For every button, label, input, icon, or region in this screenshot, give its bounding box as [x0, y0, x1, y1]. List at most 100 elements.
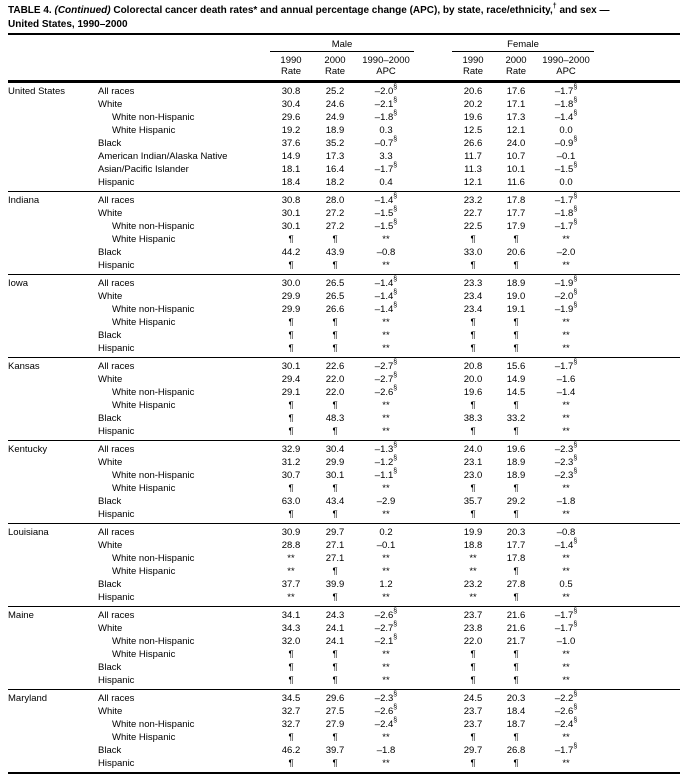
rate-cell: 29.6: [325, 693, 345, 704]
significance-marker: §: [573, 136, 578, 144]
column-spacer: [414, 82, 452, 99]
table-row: Maryland All races 34.5 29.6 –2.3§ 24.5 20.3 –2…: [8, 690, 680, 706]
title-text-c: and sex —: [556, 5, 610, 16]
race-label: White non-Hispanic: [112, 553, 195, 564]
column-spacer: [414, 303, 452, 316]
rate-cell: ¶: [312, 508, 358, 524]
apc-cell: –1.8: [556, 496, 576, 507]
rate-cell: 23.7: [463, 706, 483, 717]
rate-cell: 26.8: [506, 745, 526, 756]
apc-cell: –1.8: [376, 745, 396, 756]
group-header-row: Male Female: [8, 34, 680, 52]
rate-cell: 23.4: [463, 304, 483, 315]
significance-marker: §: [393, 717, 398, 725]
significance-marker: §: [393, 276, 398, 284]
rate-cell: ¶: [332, 400, 338, 411]
data-table: Male Female 1990 Rate 2000 Rate 1990–2000 A…: [8, 33, 681, 774]
apc-cell: **: [382, 330, 390, 341]
apc-cell: 3.3: [379, 151, 393, 162]
rate-cell: 28.0: [325, 195, 345, 206]
rate-cell: ¶: [288, 662, 294, 673]
apc-cell: –2.0§: [374, 84, 398, 97]
row-filler: [594, 495, 680, 508]
state-label: [8, 718, 98, 731]
state-label: [8, 163, 98, 176]
rate-cell: 39.9: [325, 579, 345, 590]
significance-marker: §: [393, 206, 398, 214]
significance-marker: §: [393, 385, 398, 393]
rate-cell: 29.2: [506, 496, 526, 507]
rate-cell: 17.3: [506, 112, 526, 123]
significance-marker: §: [573, 455, 578, 463]
header-gap: [414, 34, 452, 52]
apc-cell: –1.0: [556, 636, 576, 647]
state-label: [8, 495, 98, 508]
rate-cell: ¶: [332, 330, 338, 341]
col-header-line: Rate: [505, 66, 527, 77]
apc-cell: –1.4§: [374, 193, 398, 206]
apc-cell: –1.9§: [554, 276, 578, 289]
apc-cell: –2.4§: [374, 717, 398, 730]
rate-cell: 17.8: [506, 195, 526, 206]
race-label: All races: [98, 693, 135, 704]
rate-cell: 27.1: [325, 540, 345, 551]
column-spacer: [414, 290, 452, 303]
column-spacer: [414, 607, 452, 623]
apc-cell: **: [562, 413, 570, 424]
rate-cell: 32.9: [281, 444, 301, 455]
state-label: [8, 674, 98, 690]
column-spacer: [414, 259, 453, 275]
row-filler: [594, 482, 680, 495]
state-label: Maryland: [8, 693, 48, 704]
apc-cell: 0.0: [559, 125, 573, 136]
column-spacer: [414, 233, 452, 246]
row-filler: [594, 290, 680, 303]
row-filler: [594, 622, 680, 635]
rate-cell: 24.9: [325, 112, 345, 123]
row-filler: [594, 82, 680, 99]
race-label: White: [98, 208, 123, 219]
rate-cell: ¶: [332, 732, 338, 743]
row-filler: [594, 233, 680, 246]
rate-cell: 24.3: [325, 610, 345, 621]
state-section: Indiana All races 30.8 28.0 –1.4§ 23.2 17.8 –1.…: [8, 192, 681, 275]
row-filler: [594, 386, 680, 399]
state-label: [8, 622, 98, 635]
rate-cell: 20.6: [506, 247, 526, 258]
state-label: United States: [8, 86, 66, 97]
rate-cell: 43.9: [325, 247, 345, 258]
rate-cell: 46.2: [281, 745, 301, 756]
rate-cell: 24.1: [325, 623, 345, 634]
significance-marker: §: [393, 634, 398, 642]
rate-cell: 20.3: [506, 693, 526, 704]
col-header-line: 1990: [462, 55, 484, 66]
state-section: Kentucky All races 32.9 30.4 –1.3§ 24.0 19.6 –2…: [8, 441, 681, 524]
rate-cell: ¶: [332, 662, 338, 673]
rate-cell: 21.7: [506, 636, 526, 647]
header-gap: [414, 51, 453, 83]
rate-cell: 29.1: [281, 387, 301, 398]
row-filler: [594, 259, 681, 275]
column-spacer: [414, 705, 452, 718]
rate-cell: ¶: [513, 234, 519, 245]
row-filler: [594, 342, 681, 358]
significance-marker: §: [393, 704, 398, 712]
race-label: Hispanic: [98, 425, 270, 441]
table-row: White 29.9 26.5 –1.4§ 23.4 19.0 –2.0§: [8, 289, 680, 303]
rate-cell: 20.8: [463, 361, 483, 372]
column-spacer: [414, 207, 452, 220]
apc-cell: **: [562, 483, 570, 494]
table-row: White Hispanic ¶ ¶ ** ¶ ¶ **: [8, 233, 680, 246]
rate-cell: ¶: [452, 259, 495, 275]
state-label: [8, 207, 98, 220]
state-label: [8, 425, 98, 441]
state-section: Kansas All races 30.1 22.6 –2.7§ 20.8 15.6 –1.7…: [8, 358, 681, 441]
apc-cell: **: [382, 400, 390, 411]
rate-cell: 34.5: [281, 693, 301, 704]
rate-cell: 29.7: [325, 527, 345, 538]
apc-cell: –2.2§: [554, 691, 578, 704]
rate-cell: 28.8: [281, 540, 301, 551]
table-title: TABLE 4. (Continued) Colorectal cancer d…: [8, 3, 680, 31]
rate-cell: 17.8: [506, 553, 526, 564]
race-label: All races: [98, 195, 135, 206]
